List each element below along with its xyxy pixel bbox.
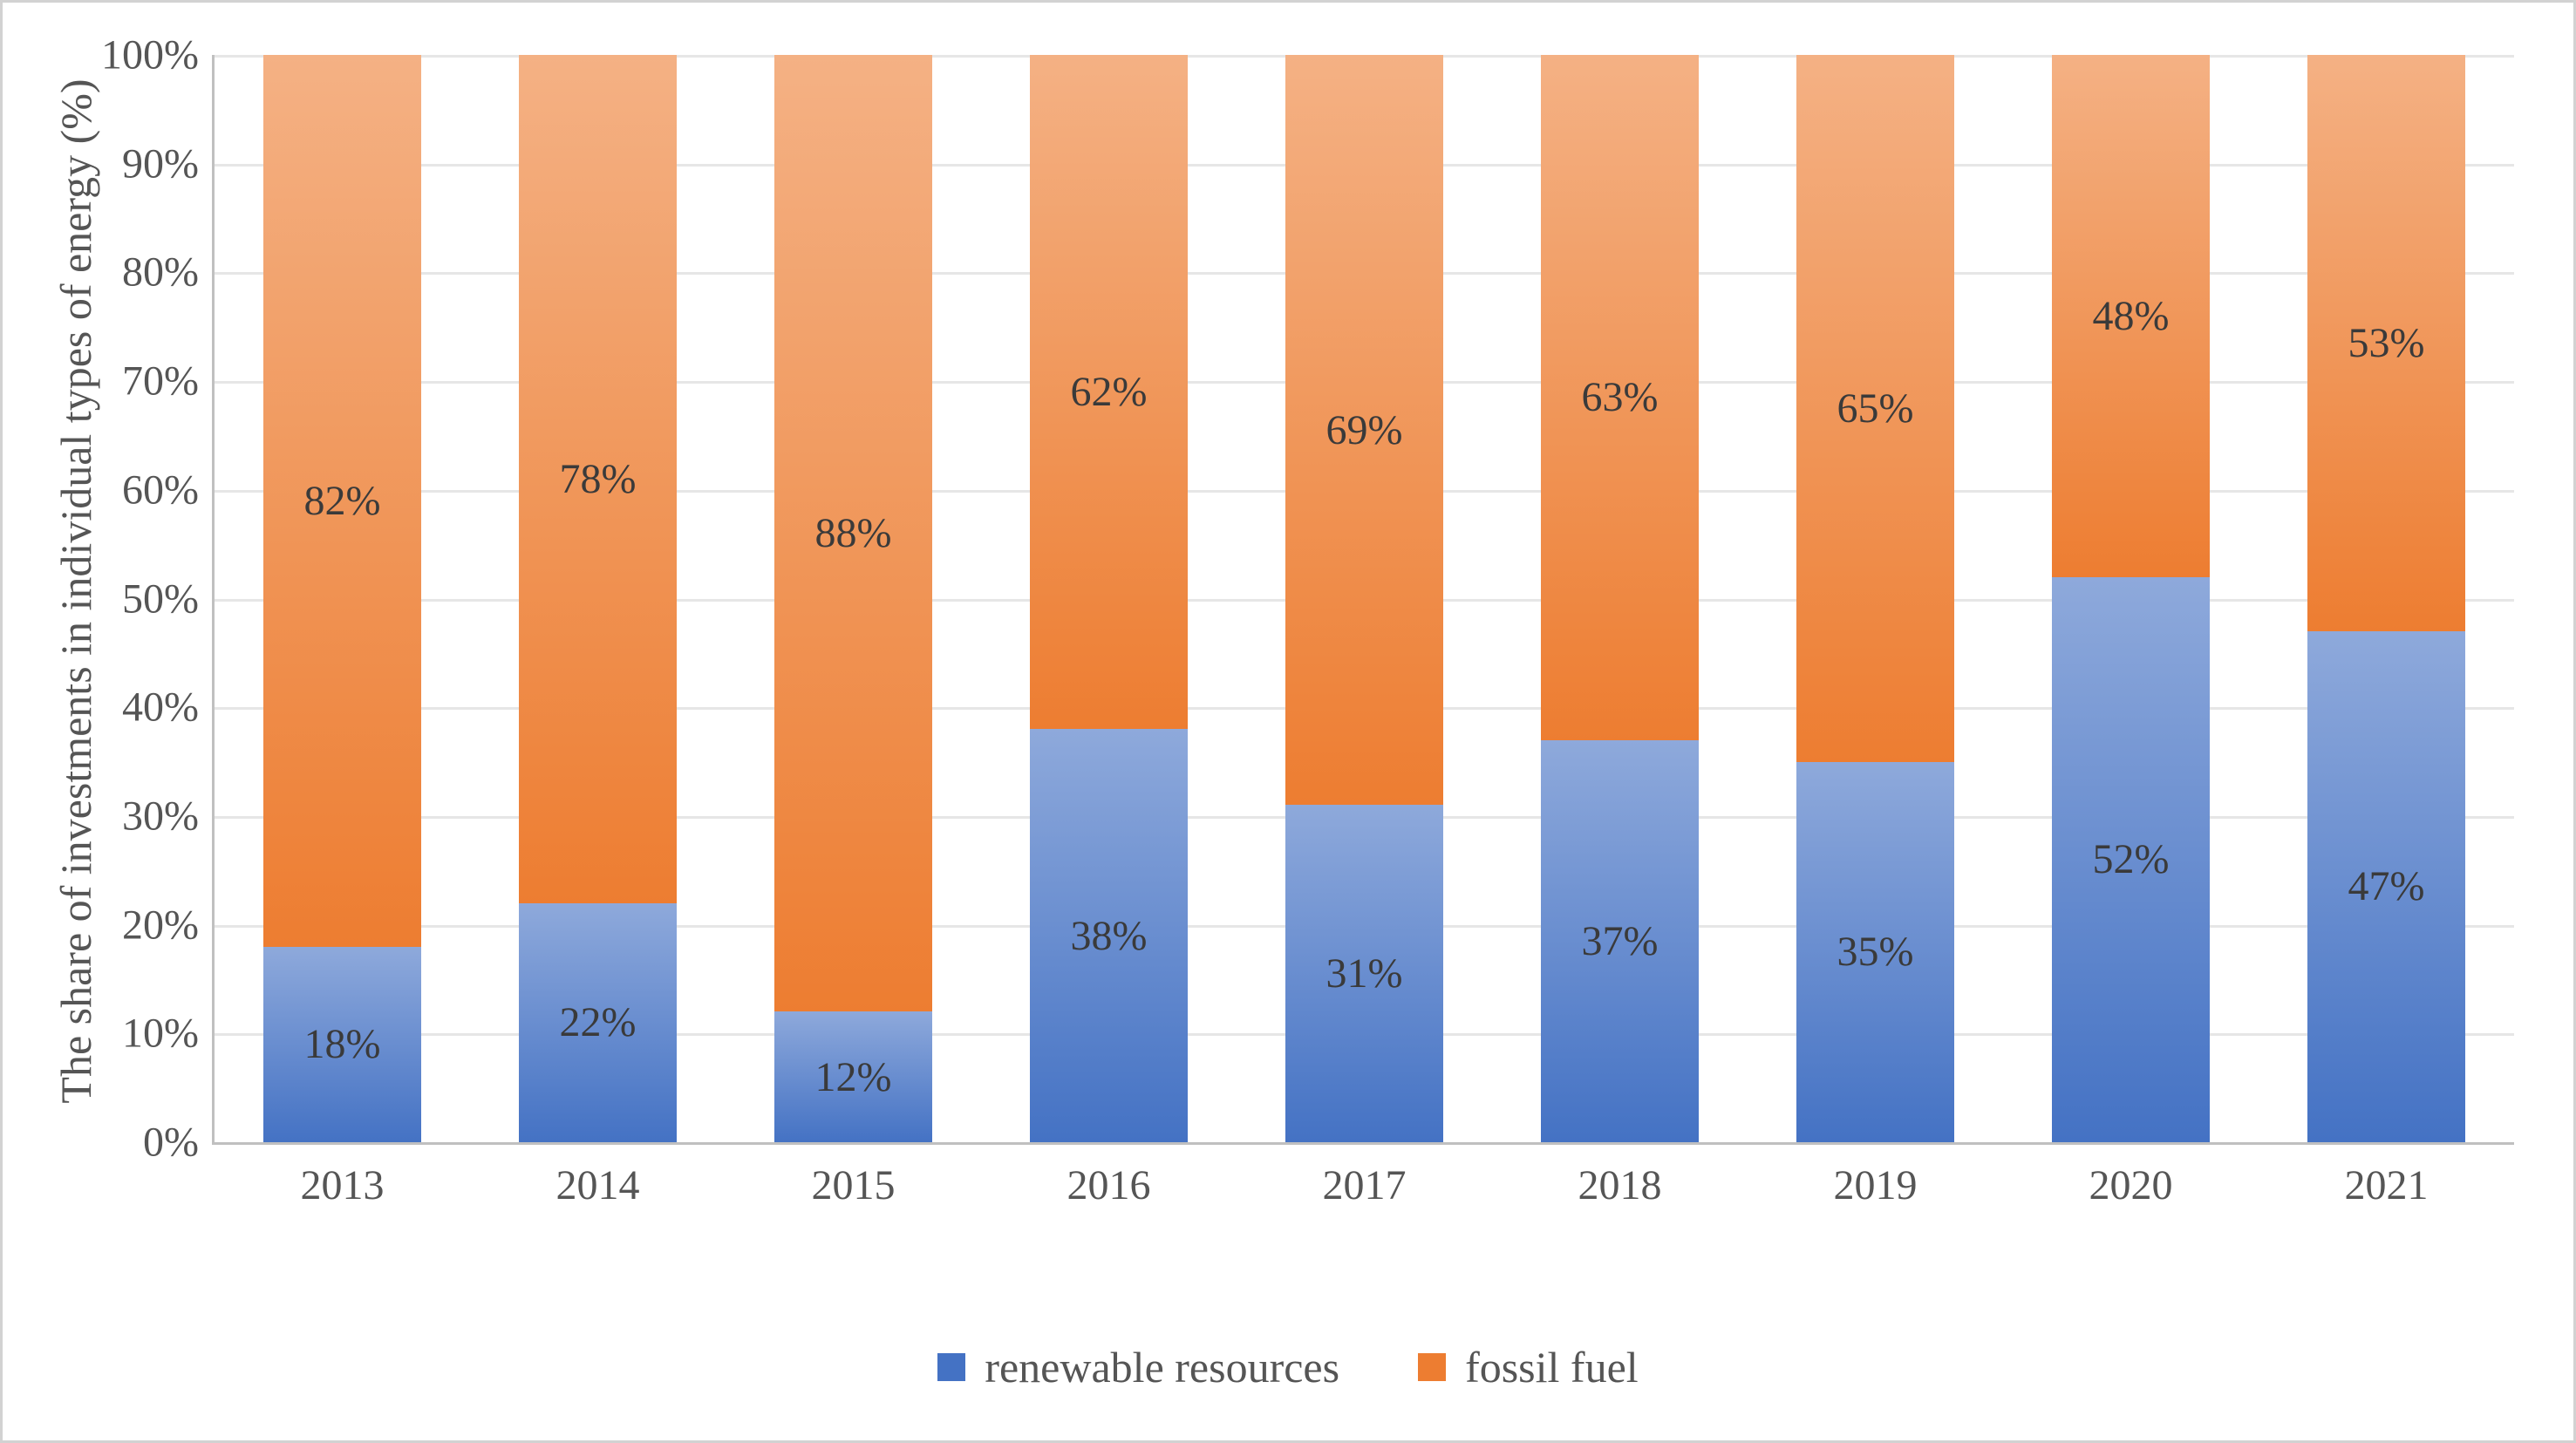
- bar-segment-renewable: 47%: [2307, 631, 2466, 1142]
- data-label: 18%: [303, 1020, 380, 1068]
- x-tick-label: 2014: [556, 1142, 640, 1209]
- bar-group: 63% 37%: [1541, 55, 1700, 1142]
- bar-segment-fossil-fuel: 48%: [2052, 55, 2211, 577]
- x-tick-label: 2020: [2089, 1142, 2173, 1209]
- bar-segment-renewable: 12%: [774, 1011, 933, 1142]
- x-tick-label: 2019: [1834, 1142, 1918, 1209]
- bar-segment-fossil-fuel: 65%: [1796, 55, 1955, 762]
- y-tick-label: 50%: [122, 575, 215, 623]
- legend-swatch: [937, 1353, 965, 1381]
- bar-group: 82% 18%: [263, 55, 422, 1142]
- data-label: 38%: [1070, 912, 1147, 960]
- legend: renewable resources fossil fuel: [3, 1342, 2573, 1392]
- data-label: 37%: [1581, 917, 1658, 965]
- data-label: 35%: [1837, 928, 1913, 976]
- y-tick-label: 80%: [122, 248, 215, 296]
- x-tick-label: 2013: [300, 1142, 384, 1209]
- y-tick-label: 0%: [143, 1119, 215, 1167]
- bar-segment-renewable: 22%: [519, 903, 678, 1142]
- bar-segment-renewable: 38%: [1030, 729, 1189, 1142]
- x-tick-label: 2021: [2345, 1142, 2429, 1209]
- bar-segment-fossil-fuel: 62%: [1030, 55, 1189, 729]
- data-label: 78%: [559, 455, 636, 503]
- data-label: 52%: [2092, 835, 2169, 883]
- legend-swatch: [1418, 1353, 1446, 1381]
- bar-segment-fossil-fuel: 63%: [1541, 55, 1700, 740]
- data-label: 31%: [1325, 950, 1402, 997]
- data-label: 65%: [1837, 385, 1913, 432]
- x-tick-label: 2017: [1323, 1142, 1407, 1209]
- data-label: 82%: [303, 477, 380, 525]
- y-tick-label: 70%: [122, 357, 215, 405]
- legend-label: fossil fuel: [1465, 1342, 1639, 1392]
- bar-segment-renewable: 37%: [1541, 740, 1700, 1142]
- x-tick-label: 2018: [1578, 1142, 1662, 1209]
- bar-segment-fossil-fuel: 82%: [263, 55, 422, 947]
- data-label: 47%: [2348, 862, 2424, 910]
- bar-segment-fossil-fuel: 53%: [2307, 55, 2466, 631]
- plot-area: 0%10%20%30%40%50%60%70%80%90%100%82%18%2…: [212, 55, 2514, 1145]
- x-tick-label: 2015: [812, 1142, 896, 1209]
- data-label: 69%: [1325, 406, 1402, 454]
- bar-segment-fossil-fuel: 88%: [774, 55, 933, 1011]
- data-label: 63%: [1581, 373, 1658, 421]
- y-tick-label: 10%: [122, 1010, 215, 1058]
- bar-group: 53% 47%: [2307, 55, 2466, 1142]
- data-label: 53%: [2348, 319, 2424, 367]
- y-tick-label: 90%: [122, 140, 215, 187]
- data-label: 12%: [814, 1053, 891, 1101]
- y-tick-label: 20%: [122, 901, 215, 949]
- bar-group: 78% 22%: [519, 55, 678, 1142]
- data-label: 88%: [814, 509, 891, 557]
- legend-label: renewable resources: [985, 1342, 1339, 1392]
- data-label: 48%: [2092, 292, 2169, 340]
- bar-segment-renewable: 31%: [1285, 805, 1444, 1142]
- legend-item: renewable resources: [937, 1342, 1339, 1392]
- bar-group: 88% 12%: [774, 55, 933, 1142]
- bar-segment-renewable: 52%: [2052, 577, 2211, 1142]
- bar-segment-fossil-fuel: 78%: [519, 55, 678, 903]
- bar-group: 65% 35%: [1796, 55, 1955, 1142]
- data-label: 62%: [1070, 368, 1147, 416]
- y-tick-label: 30%: [122, 792, 215, 840]
- y-tick-label: 60%: [122, 466, 215, 514]
- y-tick-label: 40%: [122, 684, 215, 732]
- bar-segment-renewable: 35%: [1796, 762, 1955, 1142]
- y-axis-title: The share of investments in individual t…: [51, 46, 101, 1136]
- bar-group: 62% 38%: [1030, 55, 1189, 1142]
- bar-segment-renewable: 18%: [263, 947, 422, 1142]
- bar-group: 48% 52%: [2052, 55, 2211, 1142]
- legend-item: fossil fuel: [1418, 1342, 1639, 1392]
- x-tick-label: 2016: [1067, 1142, 1151, 1209]
- bar-group: 69% 31%: [1285, 55, 1444, 1142]
- y-tick-label: 100%: [101, 31, 215, 79]
- bar-segment-fossil-fuel: 69%: [1285, 55, 1444, 805]
- chart-frame: The share of investments in individual t…: [0, 0, 2576, 1443]
- chart-area: 0%10%20%30%40%50%60%70%80%90%100%82%18%2…: [212, 55, 2514, 1145]
- data-label: 22%: [559, 998, 636, 1046]
